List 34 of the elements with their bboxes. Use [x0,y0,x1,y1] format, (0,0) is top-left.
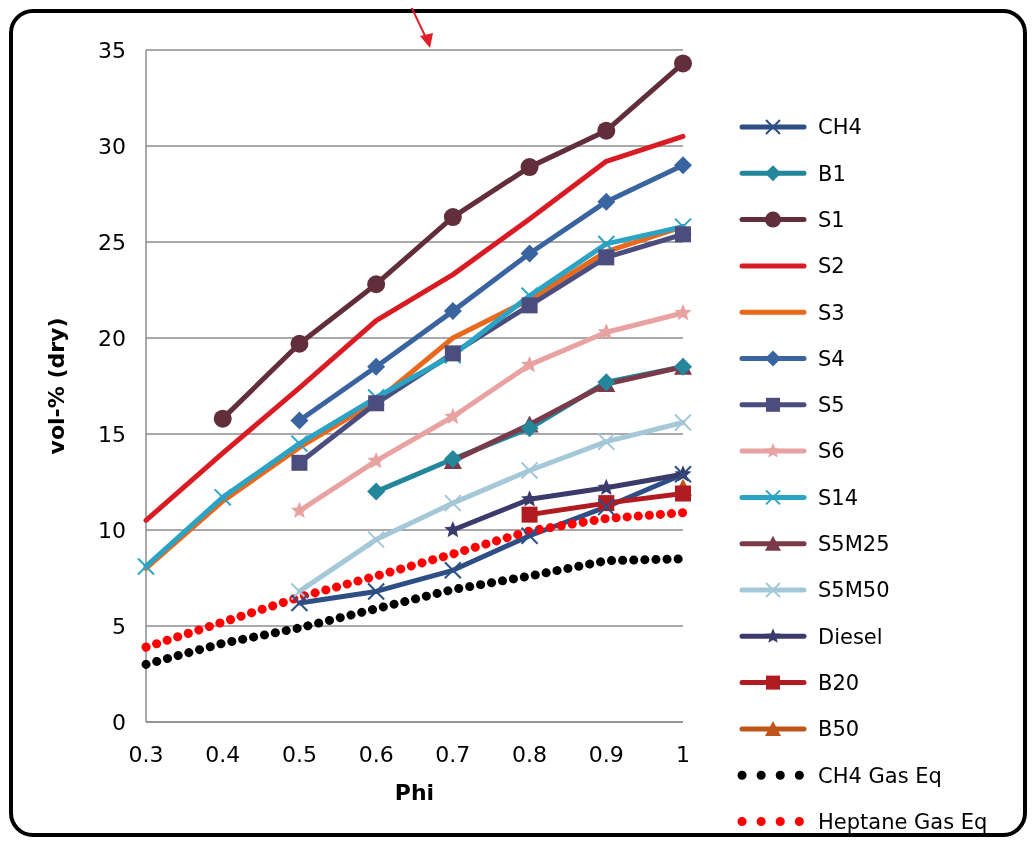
y-tick-label: 0 [112,709,126,735]
legend-label: Heptane Gas Eq [818,809,988,834]
y-tick-label: 15 [98,421,126,447]
y-tick-label: 10 [98,517,126,543]
x-tick-label: 0.8 [512,742,548,767]
legend-label: S6 [818,439,845,464]
y-tick-label: 35 [98,37,126,63]
y-tick-label: 5 [112,613,126,639]
y-tick-label: 25 [98,229,126,255]
legend-label: S2 [818,254,845,279]
legend-label: B20 [818,670,860,695]
y-tick-label: 30 [98,133,126,159]
legend-label: S14 [818,485,859,510]
y-axis-title: vol-% (dry) [44,317,69,455]
x-tick-label: 0.3 [128,742,164,767]
legend-label: B50 [818,717,860,742]
legend-label: B1 [818,161,846,186]
legend-label: S5M25 [818,532,890,557]
legend-label: CH4 [818,115,862,140]
x-tick-label: 0.7 [435,742,471,767]
x-tick-label: 1 [676,742,690,767]
x-tick-label: 0.5 [281,742,317,767]
legend-label: S4 [818,346,845,371]
x-tick-label: 0.6 [358,742,394,767]
x-tick-label: 0.9 [588,742,624,767]
x-tick-label: 0.4 [205,742,241,767]
legend-label: S3 [818,300,845,325]
x-axis-title: Phi [394,780,435,805]
legend-label: S1 [818,207,845,232]
legend-label: CH4 Gas Eq [818,763,942,788]
legend-label: Diesel [818,624,883,649]
legend-label: S5 [818,393,845,418]
y-tick-label: 20 [98,325,126,351]
legend-label: S5M50 [818,578,890,603]
